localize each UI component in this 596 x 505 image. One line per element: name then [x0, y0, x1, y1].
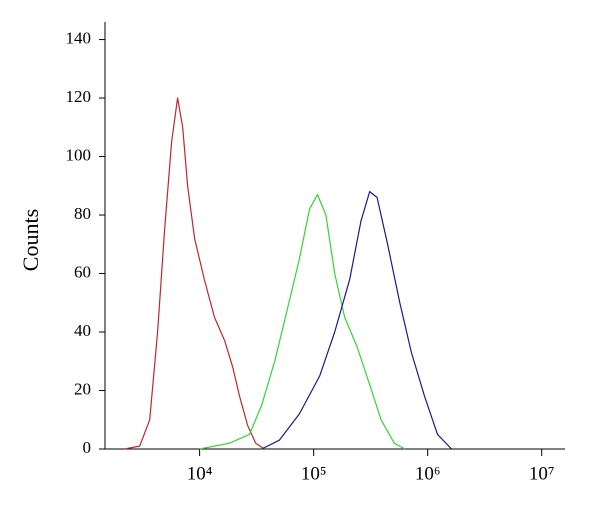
histogram-line [124, 97, 265, 450]
y-tick-label: 120 [66, 87, 92, 106]
x-tick-label: 10⁶ [415, 463, 441, 484]
y-tick-label: 100 [66, 145, 92, 164]
y-tick-label: 60 [74, 262, 91, 281]
histogram-line [199, 194, 406, 450]
x-tick-label: 10⁴ [187, 463, 213, 484]
y-tick-label: 40 [74, 321, 91, 340]
y-tick-label: 80 [74, 204, 91, 223]
x-tick-label: 10⁵ [301, 463, 327, 484]
histogram-line [261, 191, 453, 450]
y-tick-label: 20 [74, 379, 91, 398]
y-axis-label: Counts [18, 209, 43, 271]
y-tick-label: 140 [66, 28, 92, 47]
x-tick-label: 10⁷ [529, 463, 555, 484]
y-tick-label: 0 [83, 438, 92, 457]
